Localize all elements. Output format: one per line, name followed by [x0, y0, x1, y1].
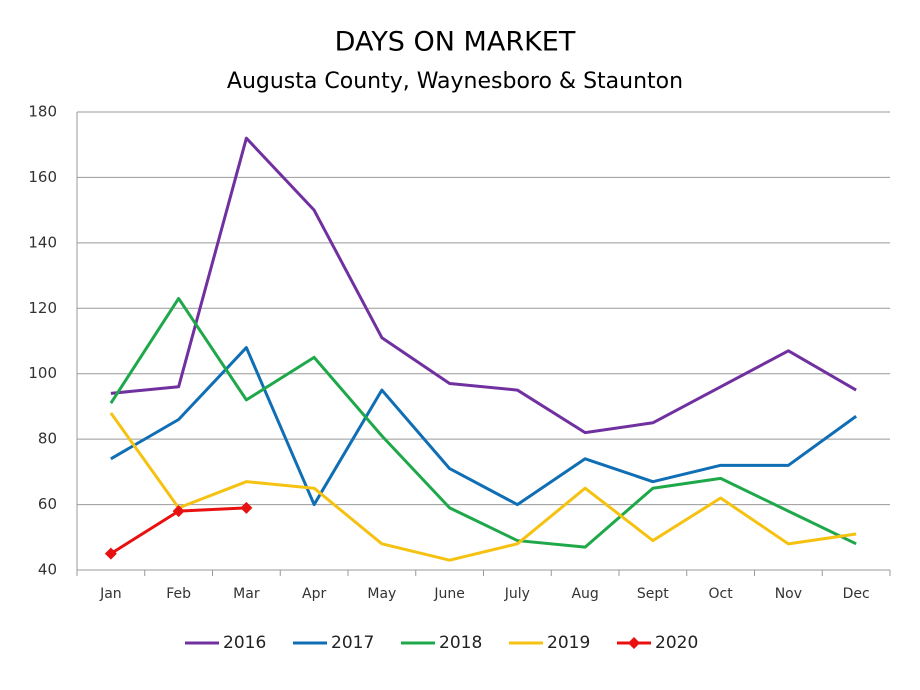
- point-marker: [172, 505, 185, 518]
- x-tick-label: Nov: [775, 586, 802, 602]
- x-tick-label: Sept: [637, 586, 669, 602]
- series-line: [110, 346, 858, 507]
- x-tick-label: Jan: [99, 586, 122, 602]
- point-marker: [240, 501, 253, 514]
- y-tick-label: 120: [28, 299, 57, 317]
- x-tick-label: June: [433, 586, 465, 602]
- y-tick-label: 40: [38, 561, 57, 579]
- x-tick-label: Aug: [571, 586, 598, 602]
- y-tick-label: 140: [28, 233, 57, 251]
- chart-title: DAYS ON MARKET: [335, 27, 576, 58]
- y-tick-label: 60: [38, 495, 57, 513]
- x-tick-label: Oct: [709, 586, 734, 602]
- series-line: [110, 136, 857, 435]
- x-tick-label: Mar: [233, 586, 260, 602]
- series-line: [109, 296, 857, 549]
- chart-subtitle: Augusta County, Waynesboro & Staunton: [227, 69, 683, 94]
- legend-label: 2018: [439, 633, 482, 653]
- y-tick-label: 180: [28, 103, 57, 121]
- legend-marker: [628, 637, 640, 649]
- series-line: [109, 412, 857, 562]
- x-tick-label: July: [504, 586, 530, 602]
- y-tick-label: 160: [28, 168, 57, 186]
- legend-label: 2016: [223, 633, 266, 653]
- point-marker: [104, 547, 117, 560]
- x-tick-label: May: [367, 586, 396, 602]
- y-tick-label: 100: [28, 364, 57, 382]
- x-tick-label: Dec: [843, 586, 870, 602]
- legend-label: 2019: [547, 633, 590, 653]
- legend-label: 2020: [655, 633, 698, 653]
- x-tick-label: Feb: [166, 586, 191, 602]
- y-tick-label: 80: [38, 430, 57, 448]
- x-tick-label: Apr: [302, 586, 326, 602]
- legend-label: 2017: [331, 633, 374, 653]
